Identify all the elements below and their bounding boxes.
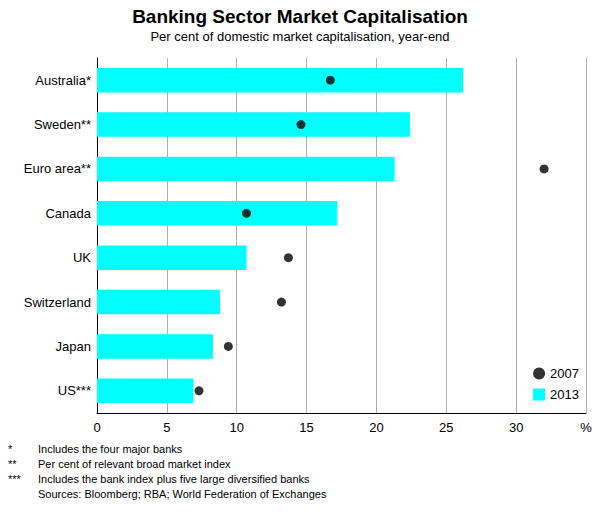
svg-text:2007: 2007	[550, 366, 579, 381]
svg-text:Per cent of relevant broad mar: Per cent of relevant broad market index	[38, 458, 231, 470]
svg-text:Japan: Japan	[56, 339, 91, 354]
svg-text:2013: 2013	[550, 387, 579, 402]
svg-text:20: 20	[369, 420, 383, 435]
svg-text:Includes the four major banks: Includes the four major banks	[38, 443, 183, 455]
svg-text:***: ***	[8, 473, 22, 485]
svg-text:30: 30	[509, 420, 523, 435]
svg-text:Sources: Bloomberg; RBA; World: Sources: Bloomberg; RBA; World Federatio…	[38, 488, 327, 500]
svg-text:**: **	[8, 458, 17, 470]
svg-text:5: 5	[163, 420, 170, 435]
svg-text:Switzerland: Switzerland	[24, 295, 91, 310]
svg-text:Per cent of domestic market ca: Per cent of domestic market capitalisati…	[150, 29, 449, 44]
svg-text:*: *	[8, 443, 13, 455]
svg-text:Banking Sector Market Capitali: Banking Sector Market Capitalisation	[132, 6, 468, 27]
svg-text:US***: US***	[58, 383, 91, 398]
svg-text:%: %	[580, 420, 592, 435]
svg-text:Sweden**: Sweden**	[34, 117, 91, 132]
svg-text:25: 25	[439, 420, 453, 435]
svg-text:Australia*: Australia*	[35, 73, 91, 88]
svg-text:0: 0	[93, 420, 100, 435]
svg-text:Includes the bank index plus f: Includes the bank index plus five large …	[38, 473, 310, 485]
svg-text:10: 10	[229, 420, 243, 435]
svg-text:Euro area**: Euro area**	[24, 161, 91, 176]
svg-text:UK: UK	[73, 250, 91, 265]
svg-text:Canada: Canada	[45, 206, 91, 221]
svg-text:15: 15	[299, 420, 313, 435]
